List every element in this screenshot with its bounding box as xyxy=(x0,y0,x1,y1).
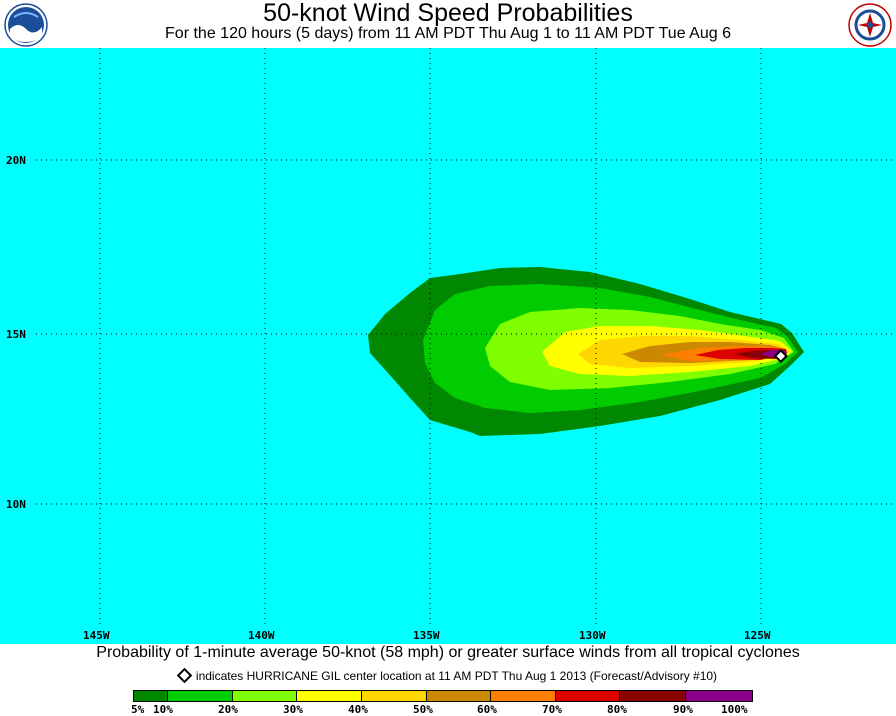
legend-label: 40% xyxy=(348,703,368,716)
legend-swatch xyxy=(620,691,687,701)
lat-label-15n: 15N xyxy=(6,328,26,341)
legend-swatch xyxy=(362,691,428,701)
legend-label: 50% xyxy=(413,703,433,716)
lon-label-135w: 135W xyxy=(413,629,440,642)
lat-label-20n: 20N xyxy=(6,154,26,167)
legend-color-bar xyxy=(133,690,753,702)
national-weather-service-logo xyxy=(848,3,892,47)
legend-label: 5% xyxy=(131,703,145,716)
legend-label: 80% xyxy=(607,703,627,716)
legend-label: 10% xyxy=(153,703,173,716)
diamond-icon xyxy=(176,668,193,684)
legend-swatch xyxy=(134,691,168,701)
legend-label: 20% xyxy=(218,703,238,716)
lon-label-130w: 130W xyxy=(579,629,606,642)
legend-swatch xyxy=(232,691,298,701)
storm-location-note: indicates HURRICANE GIL center location … xyxy=(0,668,896,684)
storm-center-marker xyxy=(773,349,788,364)
probability-contours xyxy=(368,267,804,436)
probability-map: 20N 15N 10N 145W 140W 135W 130W 125W xyxy=(0,48,896,644)
legend-label: 30% xyxy=(283,703,303,716)
legend-swatch xyxy=(297,691,363,701)
legend-label: 70% xyxy=(542,703,562,716)
map-subtitle: For the 120 hours (5 days) from 11 AM PD… xyxy=(165,25,731,42)
lat-label-10n: 10N xyxy=(6,498,26,511)
legend-swatch xyxy=(167,691,233,701)
legend-label: 90% xyxy=(673,703,693,716)
lon-label-140w: 140W xyxy=(248,629,275,642)
legend-label: 100% xyxy=(721,703,748,716)
legend-swatch xyxy=(427,691,491,701)
noaa-logo xyxy=(4,3,48,47)
legend-label: 60% xyxy=(477,703,497,716)
map-title: 50-knot Wind Speed Probabilities xyxy=(263,0,633,27)
lon-label-125w: 125W xyxy=(744,629,771,642)
storm-location-note-text: indicates HURRICANE GIL center location … xyxy=(195,669,718,683)
lat-lon-grid xyxy=(36,48,896,628)
legend-swatch xyxy=(555,691,621,701)
legend-swatch xyxy=(490,691,556,701)
map-caption: Probability of 1-minute average 50-knot … xyxy=(96,644,800,661)
legend-swatch xyxy=(686,691,753,701)
lon-label-145w: 145W xyxy=(83,629,110,642)
legend-labels: 5% 10% 20% 30% 40% 50% 60% 70% 80% 90% 100% xyxy=(0,703,896,716)
